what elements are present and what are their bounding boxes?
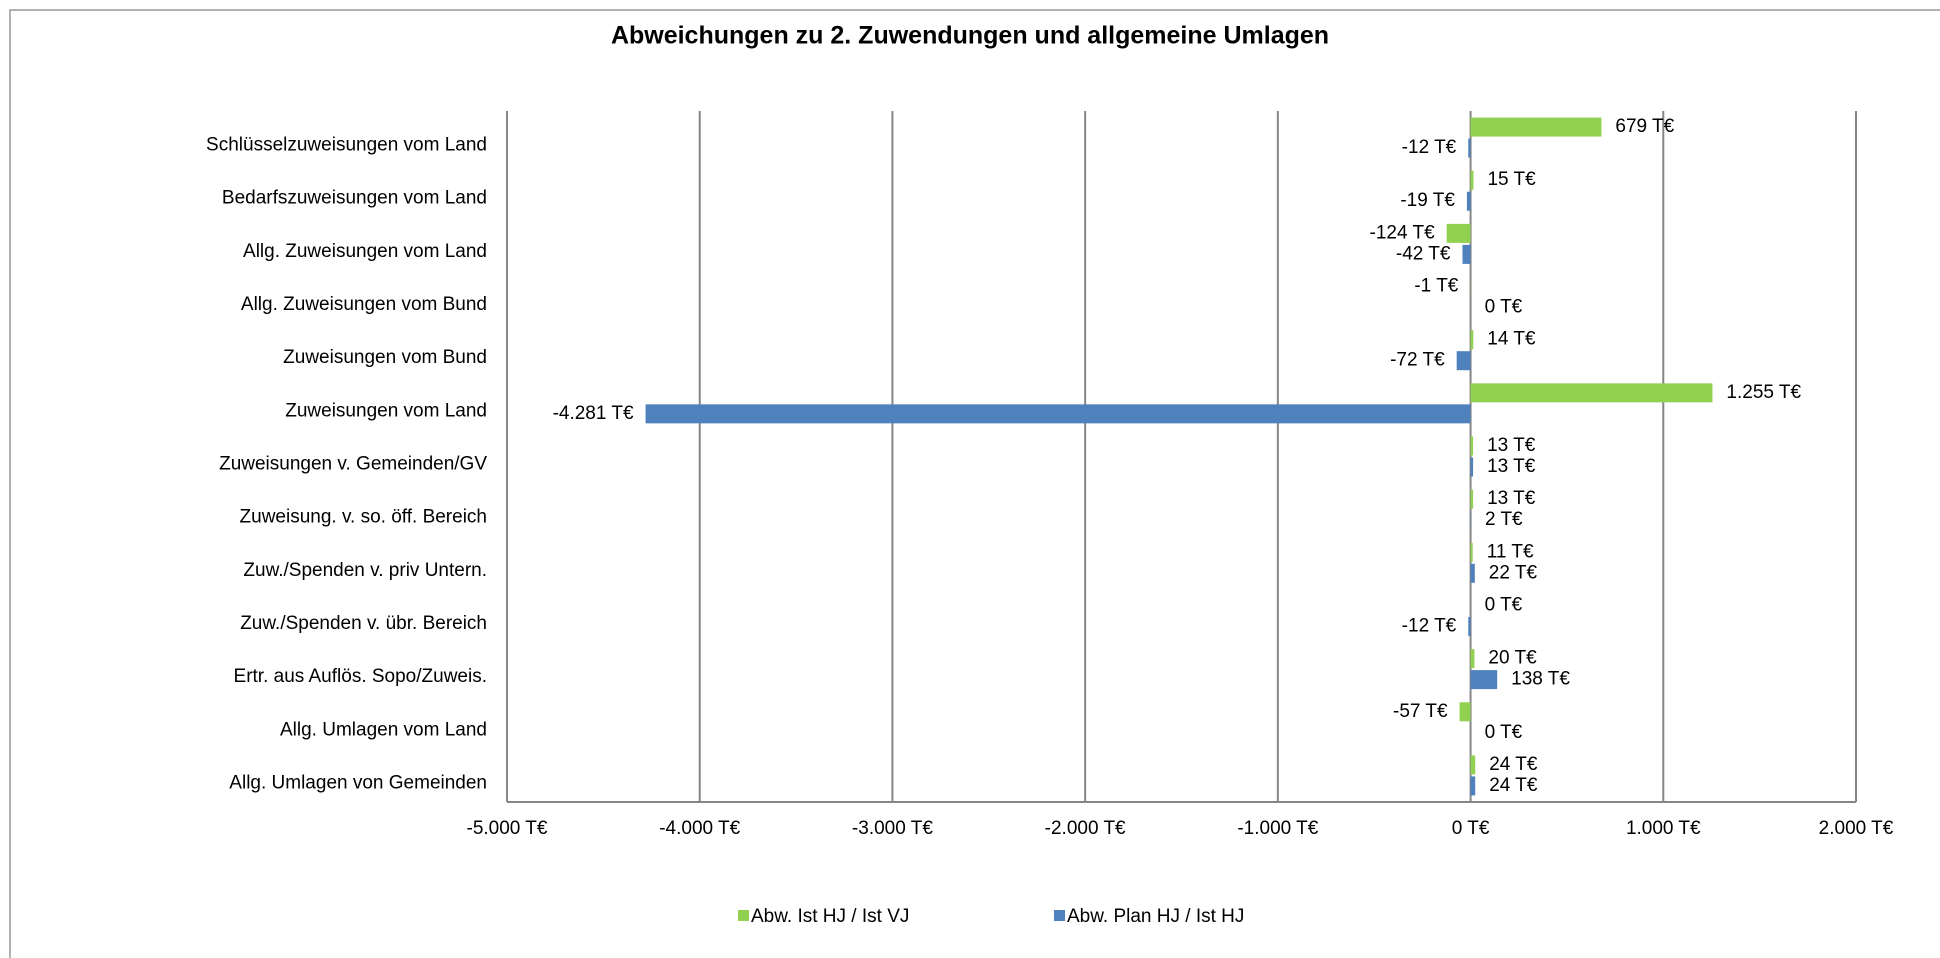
x-tick-label: -2.000 T€ [1045, 818, 1126, 839]
data-label: 1.255 T€ [1726, 382, 1801, 403]
data-label: 13 T€ [1487, 488, 1536, 509]
data-label: 24 T€ [1489, 775, 1538, 796]
bar [1470, 489, 1474, 509]
bar [1470, 330, 1474, 350]
y-tick-label: Bedarfszuweisungen vom Land [222, 188, 487, 209]
y-tick-label: Ertr. aus Auflös. Sopo/Zuweis. [234, 666, 487, 687]
data-label: 11 T€ [1487, 541, 1534, 562]
data-label: 20 T€ [1488, 648, 1537, 669]
data-label: -42 T€ [1396, 243, 1451, 264]
bar [1470, 542, 1473, 562]
bar [1462, 244, 1471, 264]
data-label: 0 T€ [1485, 722, 1523, 743]
y-tick-label: Schlüsselzuweisungen vom Land [206, 135, 487, 156]
legend-label: Abw. Ist HJ / Ist VJ [751, 906, 909, 927]
bar [1470, 457, 1474, 477]
bar [1468, 616, 1471, 636]
bar [1470, 755, 1476, 775]
bar [1459, 702, 1471, 722]
data-label: 0 T€ [1485, 594, 1523, 615]
y-tick-label: Zuw./Spenden v. priv Untern. [243, 560, 487, 581]
data-label: 14 T€ [1487, 329, 1536, 350]
x-tick-label: -5.000 T€ [467, 818, 548, 839]
chart-title: Abweichungen zu 2. Zuwendungen und allge… [611, 22, 1329, 50]
y-tick-label: Allg. Umlagen vom Land [280, 719, 487, 740]
bar [1470, 670, 1498, 690]
bar [1470, 436, 1474, 456]
bar [1466, 191, 1471, 211]
bar [1468, 138, 1471, 158]
data-label: 15 T€ [1487, 169, 1536, 190]
y-tick-label: Zuweisungen vom Land [285, 400, 487, 421]
data-label: 679 T€ [1615, 116, 1674, 137]
y-tick-label: Allg. Zuweisungen vom Bund [241, 294, 487, 315]
x-tick-label: -3.000 T€ [852, 818, 933, 839]
bar [1470, 649, 1475, 669]
data-label: -19 T€ [1400, 190, 1455, 211]
y-tick-label: Zuw./Spenden v. übr. Bereich [240, 613, 487, 634]
bar [1446, 223, 1471, 243]
bar [1470, 776, 1476, 796]
x-tick-label: -1.000 T€ [1237, 818, 1318, 839]
data-label: 24 T€ [1489, 754, 1538, 775]
data-label: 13 T€ [1487, 435, 1536, 456]
data-label: 0 T€ [1485, 297, 1523, 318]
bar [1456, 351, 1471, 371]
y-tick-label: Allg. Umlagen von Gemeinden [229, 772, 487, 793]
data-label: -1 T€ [1414, 276, 1458, 297]
chart-border [9, 9, 1940, 958]
data-label: -4.281 T€ [553, 403, 634, 424]
x-tick-label: 1.000 T€ [1626, 818, 1701, 839]
y-tick-label: Zuweisungen v. Gemeinden/GV [219, 454, 487, 475]
data-label: -124 T€ [1370, 222, 1436, 243]
data-label: -12 T€ [1402, 137, 1457, 158]
data-label: 13 T€ [1487, 456, 1536, 477]
y-tick-label: Zuweisungen vom Bund [283, 347, 487, 368]
x-tick-label: 2.000 T€ [1819, 818, 1894, 839]
data-label: 2 T€ [1485, 509, 1523, 530]
data-label: 138 T€ [1511, 669, 1570, 690]
legend-swatch [738, 910, 749, 921]
legend-swatch [1054, 910, 1065, 921]
data-label: -57 T€ [1393, 701, 1448, 722]
bar [645, 404, 1471, 424]
bar [1470, 383, 1713, 403]
data-label: 22 T€ [1489, 562, 1538, 583]
y-tick-label: Zuweisung. v. so. öff. Bereich [240, 507, 487, 528]
y-tick-label: Allg. Zuweisungen vom Land [243, 241, 487, 262]
x-tick-label: -4.000 T€ [659, 818, 740, 839]
data-label: -72 T€ [1390, 350, 1445, 371]
bar [1470, 170, 1474, 190]
bar [1470, 563, 1475, 583]
x-tick-label: 0 T€ [1452, 818, 1490, 839]
bar [1470, 117, 1602, 137]
data-label: -12 T€ [1402, 615, 1457, 636]
legend-label: Abw. Plan HJ / Ist HJ [1067, 906, 1244, 927]
